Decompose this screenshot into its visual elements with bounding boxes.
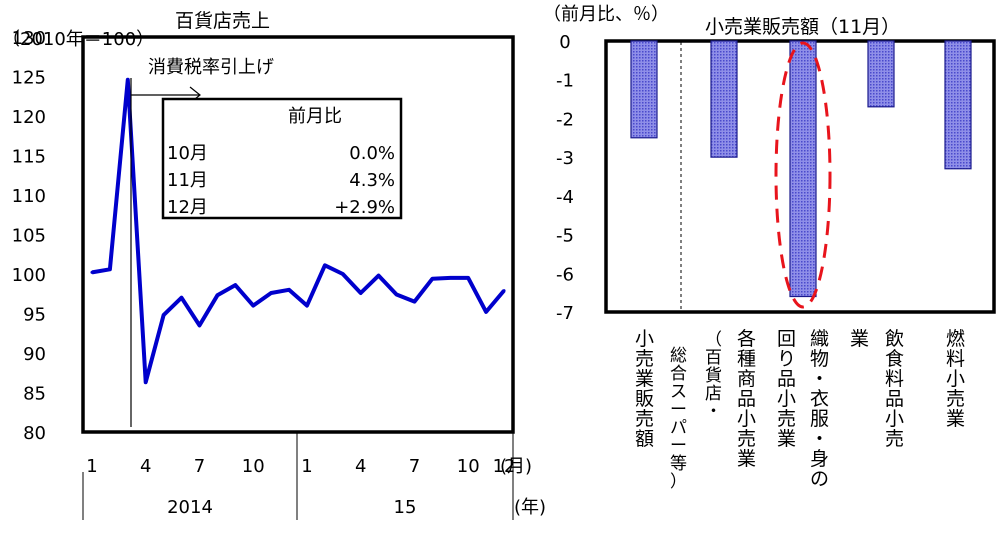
right-x-category-label: 織物・衣服・身の xyxy=(810,328,829,490)
series-point xyxy=(323,263,327,267)
left-y-tick-label: 85 xyxy=(23,384,46,405)
right-chart: （前月比、％） 小売業販売額（11月） 0 -1 -2 -3 -4 -5 -6 -7 小売業販… xyxy=(543,4,996,492)
series-point xyxy=(269,291,273,295)
left-y-tick-label: 95 xyxy=(23,305,46,326)
left-chart-title: 百貨店売上 xyxy=(175,10,270,32)
series-point xyxy=(108,267,112,271)
inset-row-month: 10月 xyxy=(167,143,208,164)
right-x-category-label: 飲食料品小売 xyxy=(885,328,904,450)
right-y-tick-label: -2 xyxy=(556,109,574,130)
right-x-category-label: 各種商品小売業 xyxy=(737,328,756,470)
left-x-tick-label: 1 xyxy=(301,456,312,477)
left-x-tick-label: 10 xyxy=(242,456,265,477)
right-y-tick-label: -1 xyxy=(556,71,574,92)
x-unit-label: (月) xyxy=(500,456,532,477)
series-point xyxy=(90,270,94,274)
left-x-tick-label: 7 xyxy=(194,456,205,477)
bars xyxy=(630,40,972,298)
right-chart-title: 小売業販売額（11月） xyxy=(705,16,900,38)
left-y-axis: 80 85 90 95 100 105 110 115 120 125 130 xyxy=(12,28,46,444)
left-x-tick-label: 10 xyxy=(457,456,480,477)
right-x-category-label: 回り品小売業 xyxy=(777,328,796,450)
series-point xyxy=(430,277,434,281)
bar xyxy=(944,40,972,170)
series-point xyxy=(502,289,506,293)
series-point xyxy=(359,291,363,295)
left-y-tick-label: 80 xyxy=(23,423,46,444)
series-point xyxy=(126,78,130,82)
series-point xyxy=(377,274,381,278)
highlight-ellipse xyxy=(774,41,832,309)
left-y-tick-label: 90 xyxy=(23,344,46,365)
series-line xyxy=(91,77,506,385)
year-label-2014: 2014 xyxy=(167,497,213,518)
series-point xyxy=(395,293,399,297)
inset-row-value: 4.3% xyxy=(349,170,395,191)
series-point xyxy=(144,380,148,384)
tax-hike-label: 消費税率引上げ xyxy=(148,57,274,78)
left-y-tick-label: 105 xyxy=(12,226,46,247)
year-unit-label: (年) xyxy=(514,497,546,518)
left-y-tick-label: 120 xyxy=(12,107,46,128)
right-y-axis: 0 -1 -2 -3 -4 -5 -6 -7 xyxy=(556,32,574,324)
left-x-axis: 1 4 7 10 1 4 7 10 12 xyxy=(86,456,515,477)
bar xyxy=(630,40,658,139)
series-point xyxy=(484,310,488,314)
inset-row-value: 0.0% xyxy=(349,143,395,164)
right-y-tick-label: -4 xyxy=(556,187,574,208)
left-chart: （2010年＝100） 百貨店売上 8085909510010511011512… xyxy=(2,10,546,520)
left-x-tick-label: 12 xyxy=(493,456,516,477)
left-y-unit-label: （2010年＝100） xyxy=(2,29,154,50)
right-y-tick-label: -7 xyxy=(556,303,574,324)
right-x-category-label: 業 xyxy=(850,328,869,350)
left-x-tick-label: 4 xyxy=(140,456,151,477)
left-plot-frame xyxy=(81,35,515,434)
series-point xyxy=(215,293,219,297)
left-x-tick-label: 1 xyxy=(86,456,97,477)
bar xyxy=(710,40,738,158)
right-y-tick-label: -5 xyxy=(556,226,574,247)
left-y-tick-label: 110 xyxy=(12,186,46,207)
right-x-category-label: 燃料小売業 xyxy=(946,328,965,430)
series-point xyxy=(448,276,452,280)
left-x-tick-label: 7 xyxy=(409,456,420,477)
right-y-tick-label: 0 xyxy=(559,32,570,53)
inset-table-header: 前月比 xyxy=(288,106,342,127)
right-y-tick-label: -3 xyxy=(556,148,574,169)
bar xyxy=(867,40,895,108)
series-point xyxy=(251,304,255,308)
left-x-tick-label: 4 xyxy=(355,456,366,477)
series-point xyxy=(197,323,201,327)
series-point xyxy=(305,304,309,308)
right-x-category-label: （百貨店・ xyxy=(705,330,722,422)
series-point xyxy=(341,272,345,276)
left-y-tick-label: 115 xyxy=(12,147,46,168)
left-y-tick-label: 130 xyxy=(12,28,46,49)
right-y-unit-label: （前月比、％） xyxy=(543,4,669,25)
series-point xyxy=(412,300,416,304)
series-point xyxy=(466,276,470,280)
series-points xyxy=(90,78,506,384)
bar xyxy=(789,40,817,298)
inset-row-value: +2.9% xyxy=(334,197,395,218)
right-y-tick-label: -6 xyxy=(556,264,574,285)
inset-row-month: 12月 xyxy=(167,197,208,218)
year-label-15: 15 xyxy=(394,497,417,518)
inset-table: 前月比 10月 0.0% 11月 4.3% 12月 +2.9% xyxy=(161,97,403,220)
inset-row-month: 11月 xyxy=(167,170,208,191)
inset-table-frame xyxy=(161,97,403,220)
series-point xyxy=(287,288,291,292)
left-y-tick-label: 100 xyxy=(12,265,46,286)
left-y-tick-label: 125 xyxy=(12,68,46,89)
series-point xyxy=(162,313,166,317)
right-x-category-label: 総合スーパー等） xyxy=(670,346,687,492)
right-x-category-label: 小売業販売額 xyxy=(635,328,654,450)
series-point xyxy=(233,283,237,287)
series-point xyxy=(180,296,184,300)
